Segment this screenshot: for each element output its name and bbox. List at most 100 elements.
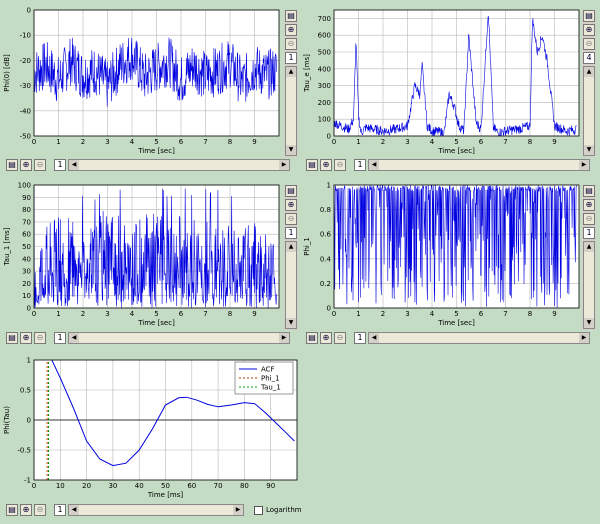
x-page-field[interactable]: 1 (54, 504, 66, 516)
scroll-down-icon[interactable]: ▼ (584, 318, 594, 328)
x-scrollbar[interactable]: ◀ ▶ (368, 332, 590, 344)
zoom-out-icon[interactable]: ⊖ (334, 159, 346, 171)
y-axis-label: Phi_1 (303, 237, 311, 256)
zoom-out-icon[interactable]: ⊖ (285, 213, 297, 225)
x-scrollbar[interactable]: ◀ ▶ (68, 159, 290, 171)
zoom-in-icon[interactable]: ⊕ (583, 24, 595, 36)
scroll-down-icon[interactable]: ▼ (584, 145, 594, 155)
y-tick-label: 10 (22, 292, 31, 300)
x-page-field[interactable]: 1 (54, 332, 66, 344)
x-page-field[interactable]: 1 (54, 159, 66, 171)
zoom-out-icon[interactable]: ⊖ (583, 38, 595, 50)
zoom-in-icon[interactable]: ⊕ (20, 159, 32, 171)
taue-chart: 0 1 2 3 4 5 6 7 8 9 0 100 200 300 400 500 600 700 Time [se… (300, 0, 582, 158)
y-scrollbar[interactable]: ▲ ▼ (583, 66, 595, 156)
y-tick-label: -30 (20, 82, 31, 90)
scroll-up-icon[interactable]: ▲ (584, 242, 594, 252)
y-tick-label: 0.4 (320, 255, 332, 263)
properties-icon[interactable]: ▤ (6, 159, 18, 171)
scroll-right-icon[interactable]: ▶ (579, 333, 589, 343)
x-tick-label: 10 (56, 482, 65, 490)
x-tick-label: 7 (203, 310, 207, 318)
phi0-series-line (34, 37, 277, 107)
x-scrollbar[interactable]: ◀ ▶ (68, 332, 290, 344)
legend-label: Tau_1 (260, 384, 281, 392)
x-tick-label: 7 (503, 310, 507, 318)
y-page-field[interactable]: 4 (583, 52, 595, 64)
x-tick-label: 7 (503, 138, 507, 146)
phi0-horizontal-toolbar: ▤ ⊕ ⊖ 1 ◀ ▶ (6, 157, 290, 173)
properties-icon[interactable]: ▤ (6, 332, 18, 344)
zoom-out-icon[interactable]: ⊖ (34, 332, 46, 344)
phi1-series-line (334, 185, 577, 308)
scroll-down-icon[interactable]: ▼ (286, 318, 296, 328)
x-tick-label: 0 (332, 310, 336, 318)
y-tick-label: 0.6 (320, 231, 332, 239)
y-tick-label: 300 (318, 82, 331, 90)
scroll-left-icon[interactable]: ◀ (69, 505, 79, 515)
x-tick-label: 6 (479, 310, 484, 318)
y-tick-label: -20 (20, 57, 31, 65)
zoom-in-icon[interactable]: ⊕ (320, 332, 332, 344)
scroll-left-icon[interactable]: ◀ (69, 160, 79, 170)
scroll-left-icon[interactable]: ◀ (69, 333, 79, 343)
logarithm-checkbox[interactable] (254, 506, 263, 515)
properties-icon[interactable]: ▤ (285, 185, 297, 197)
y-page-field[interactable]: 1 (285, 227, 297, 239)
y-page-field[interactable]: 1 (285, 52, 297, 64)
x-tick-label: 4 (130, 310, 135, 318)
properties-icon[interactable]: ▤ (583, 10, 595, 22)
y-axis-label: Tau_1 [ms] (3, 227, 11, 266)
y-scrollbar[interactable]: ▲ ▼ (285, 241, 297, 329)
zoom-out-icon[interactable]: ⊖ (285, 38, 297, 50)
properties-icon[interactable]: ▤ (306, 159, 318, 171)
x-tick-label: 30 (108, 482, 117, 490)
zoom-in-icon[interactable]: ⊕ (583, 199, 595, 211)
x-tick-label: 5 (154, 310, 158, 318)
y-tick-label: 0.8 (320, 206, 331, 214)
x-page-field[interactable]: 1 (354, 159, 366, 171)
properties-icon[interactable]: ▤ (306, 332, 318, 344)
scroll-right-icon[interactable]: ▶ (279, 333, 289, 343)
y-tick-label: -40 (20, 107, 31, 115)
scroll-up-icon[interactable]: ▲ (584, 67, 594, 77)
scroll-left-icon[interactable]: ◀ (369, 333, 379, 343)
x-scrollbar[interactable]: ◀ ▶ (68, 504, 244, 516)
x-tick-label: 60 (187, 482, 196, 490)
x-tick-label: 20 (82, 482, 91, 490)
x-tick-label: 0 (32, 138, 36, 146)
scroll-right-icon[interactable]: ▶ (233, 505, 243, 515)
zoom-out-icon[interactable]: ⊖ (583, 213, 595, 225)
taue-series-line (334, 16, 577, 136)
taue-svg: 0 1 2 3 4 5 6 7 8 9 0 100 200 300 400 500 600 700 Time [se… (303, 9, 580, 155)
zoom-out-icon[interactable]: ⊖ (34, 159, 46, 171)
zoom-in-icon[interactable]: ⊕ (20, 332, 32, 344)
zoom-in-icon[interactable]: ⊕ (320, 159, 332, 171)
y-axis-label: Tau_e [ms] (303, 54, 311, 93)
scroll-down-icon[interactable]: ▼ (286, 145, 296, 155)
y-page-field[interactable]: 1 (583, 227, 595, 239)
zoom-out-icon[interactable]: ⊖ (34, 504, 46, 516)
y-tick-label: 500 (318, 49, 331, 57)
properties-icon[interactable]: ▤ (6, 504, 18, 516)
zoom-in-icon[interactable]: ⊕ (285, 199, 297, 211)
phi0-chart: 0 1 2 3 4 5 6 7 8 9 0 -10 -20 -30 -40 -50 Time [sec] Phi(… (0, 0, 282, 158)
x-scrollbar[interactable]: ◀ ▶ (368, 159, 590, 171)
scroll-right-icon[interactable]: ▶ (579, 160, 589, 170)
y-tick-label: 0.5 (20, 387, 31, 395)
zoom-out-icon[interactable]: ⊖ (334, 332, 346, 344)
zoom-in-icon[interactable]: ⊕ (20, 504, 32, 516)
y-scrollbar[interactable]: ▲ ▼ (583, 241, 595, 329)
x-tick-label: 0 (332, 138, 336, 146)
zoom-in-icon[interactable]: ⊕ (285, 24, 297, 36)
scroll-right-icon[interactable]: ▶ (279, 160, 289, 170)
plot-border (333, 9, 580, 137)
properties-icon[interactable]: ▤ (285, 10, 297, 22)
scroll-left-icon[interactable]: ◀ (369, 160, 379, 170)
scroll-up-icon[interactable]: ▲ (286, 242, 296, 252)
properties-icon[interactable]: ▤ (583, 185, 595, 197)
scroll-up-icon[interactable]: ▲ (286, 67, 296, 77)
y-scrollbar[interactable]: ▲ ▼ (285, 66, 297, 156)
x-tick-label: 0 (32, 310, 36, 318)
x-page-field[interactable]: 1 (354, 332, 366, 344)
